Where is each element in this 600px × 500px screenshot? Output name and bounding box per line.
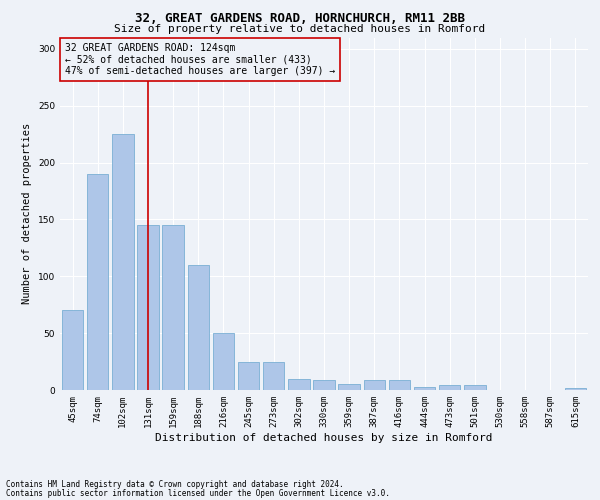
Text: Size of property relative to detached houses in Romford: Size of property relative to detached ho… [115, 24, 485, 34]
Bar [112, 134, 134, 390]
Bar [87, 174, 109, 390]
Bar [163, 225, 184, 390]
Text: Contains public sector information licensed under the Open Government Licence v3: Contains public sector information licen… [6, 489, 390, 498]
Bar [213, 333, 234, 390]
Y-axis label: Number of detached properties: Number of detached properties [22, 123, 32, 304]
Bar [238, 362, 259, 390]
Bar [565, 388, 586, 390]
Bar [137, 225, 158, 390]
Bar [263, 362, 284, 390]
Bar [313, 380, 335, 390]
Bar [439, 386, 460, 390]
Text: 32 GREAT GARDENS ROAD: 124sqm
← 52% of detached houses are smaller (433)
47% of : 32 GREAT GARDENS ROAD: 124sqm ← 52% of d… [65, 43, 335, 76]
Bar [288, 378, 310, 390]
Text: Contains HM Land Registry data © Crown copyright and database right 2024.: Contains HM Land Registry data © Crown c… [6, 480, 344, 489]
Bar [464, 386, 485, 390]
Bar [62, 310, 83, 390]
Bar [188, 265, 209, 390]
Bar [414, 386, 435, 390]
Bar [338, 384, 360, 390]
Bar [364, 380, 385, 390]
Text: 32, GREAT GARDENS ROAD, HORNCHURCH, RM11 2BB: 32, GREAT GARDENS ROAD, HORNCHURCH, RM11… [135, 12, 465, 26]
X-axis label: Distribution of detached houses by size in Romford: Distribution of detached houses by size … [155, 432, 493, 442]
Bar [389, 380, 410, 390]
